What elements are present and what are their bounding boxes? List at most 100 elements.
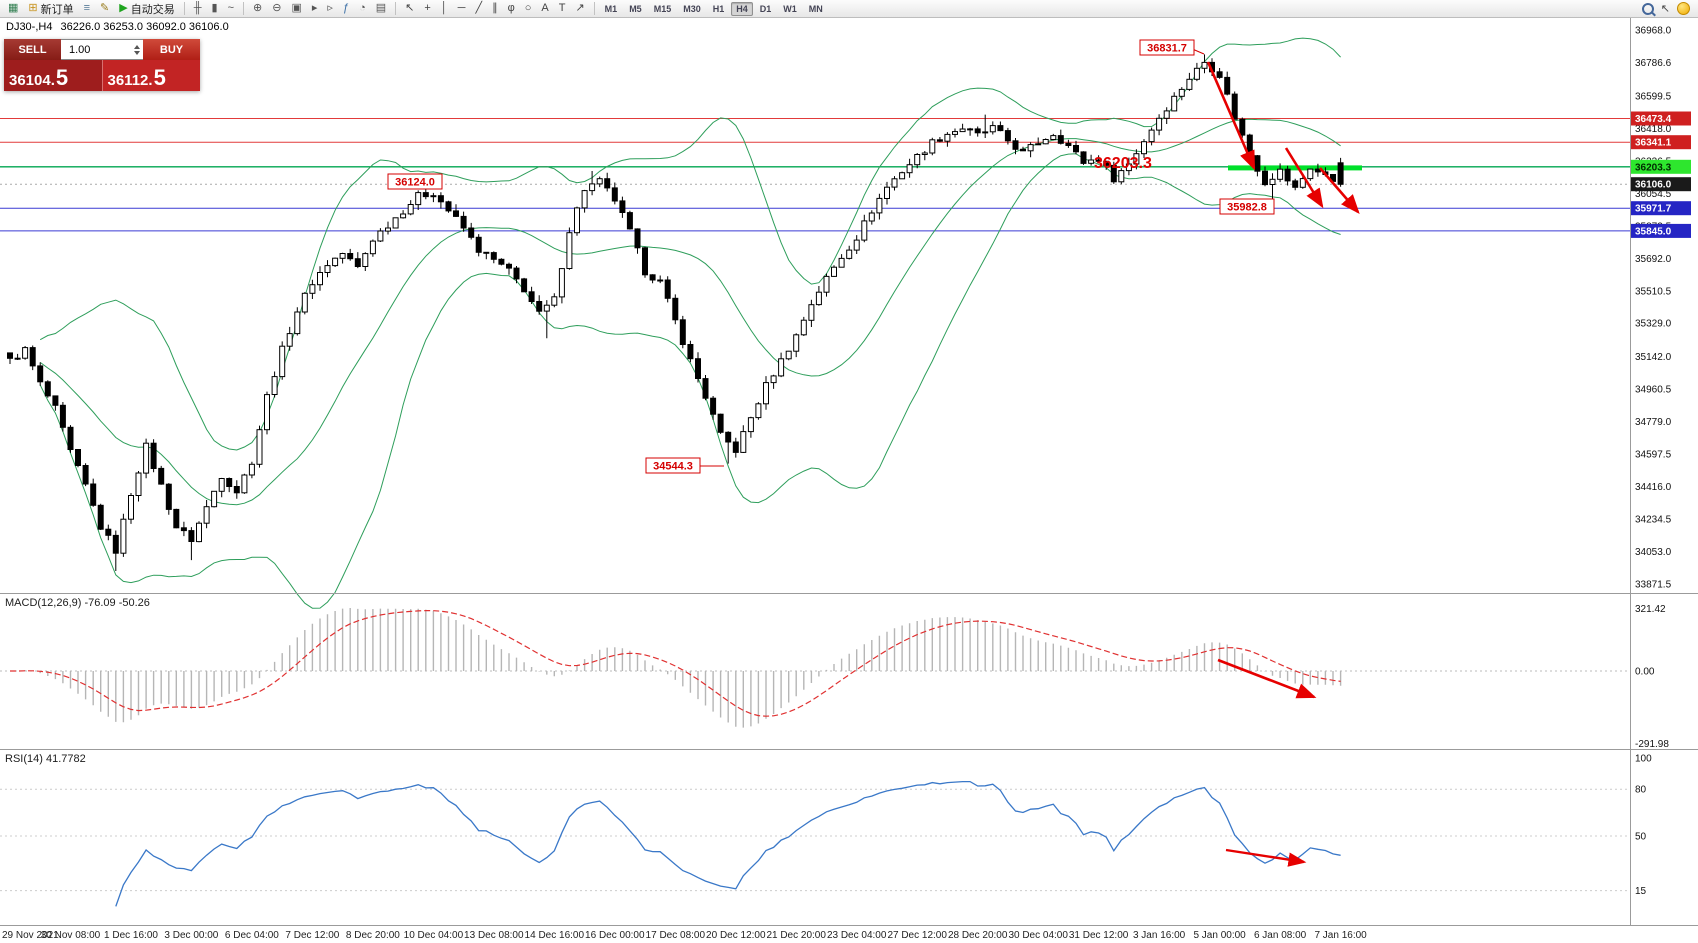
svg-text:20 Dec 12:00: 20 Dec 12:00 xyxy=(706,930,766,941)
svg-text:33871.5: 33871.5 xyxy=(1635,580,1672,591)
shapes-icon[interactable]: ○ xyxy=(521,0,536,17)
svg-text:36106.0: 36106.0 xyxy=(1635,180,1672,191)
one-click-trading-panel: SELL 1.00 BUY 36104. 5 36112. 5 xyxy=(4,39,200,91)
chart-window-icon[interactable]: ▦ xyxy=(4,0,22,17)
metaeditor-icon: ✎ xyxy=(100,2,110,14)
sell-price[interactable]: 36104. 5 xyxy=(4,60,102,91)
metaeditor-icon[interactable]: ✎ xyxy=(96,0,113,17)
auto-scroll-icon[interactable]: ▸ xyxy=(308,0,322,17)
trendline-icon[interactable]: ╱ xyxy=(471,0,486,17)
bar-chart-icon[interactable]: ╫ xyxy=(190,0,206,17)
svg-text:36599.5: 36599.5 xyxy=(1635,91,1672,102)
bar-chart-icon: ╫ xyxy=(193,2,202,14)
svg-text:15: 15 xyxy=(1635,886,1647,897)
timeframe-mn[interactable]: MN xyxy=(808,3,823,14)
svg-text:3 Jan 16:00: 3 Jan 16:00 xyxy=(1133,930,1186,941)
horizontal-line-icon[interactable]: ─ xyxy=(454,0,470,17)
channel-icon[interactable]: ∥ xyxy=(488,0,502,17)
timeframe-w1[interactable]: W1 xyxy=(783,3,797,14)
timeframe-m5[interactable]: M5 xyxy=(629,3,642,14)
chart-area[interactable]: 36831.7 36124.0 34544.3 35982.8 36203.3 36968… xyxy=(0,18,1698,943)
market-depth-icon[interactable]: ≡ xyxy=(80,0,94,17)
notification-icon[interactable] xyxy=(1677,2,1690,15)
search-icon[interactable] xyxy=(1641,2,1654,15)
zoom-out-icon[interactable]: ⊖ xyxy=(268,0,285,17)
svg-text:100: 100 xyxy=(1635,754,1652,765)
toolbar-separator xyxy=(395,2,397,15)
text-icon[interactable]: A xyxy=(537,0,552,17)
svg-text:23 Dec 04:00: 23 Dec 04:00 xyxy=(827,930,887,941)
sell-button[interactable]: SELL xyxy=(4,39,61,60)
candlestick-chart-icon[interactable]: ▮ xyxy=(208,0,222,17)
timeframe-h4[interactable]: H4 xyxy=(731,1,753,16)
svg-text:36473.4: 36473.4 xyxy=(1635,114,1672,125)
volume-value: 1.00 xyxy=(69,43,91,56)
chart-container[interactable]: 36831.7 36124.0 34544.3 35982.8 36203.3 36968… xyxy=(0,18,1698,943)
svg-text:36831.7: 36831.7 xyxy=(1147,43,1187,55)
svg-text:5 Jan 00:00: 5 Jan 00:00 xyxy=(1193,930,1246,941)
templates-icon: ▤ xyxy=(375,2,387,14)
text-icon: A xyxy=(541,2,549,14)
templates-icon[interactable]: ▤ xyxy=(372,0,390,17)
vertical-line-icon[interactable]: │ xyxy=(437,0,452,17)
svg-text:34597.5: 34597.5 xyxy=(1635,450,1672,461)
macd-histogram xyxy=(24,608,1342,728)
svg-text:34053.0: 34053.0 xyxy=(1635,547,1672,558)
indicators-icon[interactable]: ƒ xyxy=(339,0,353,17)
toolbar-separator xyxy=(243,2,245,15)
label-icon[interactable]: T xyxy=(555,0,570,17)
svg-text:35971.7: 35971.7 xyxy=(1635,204,1672,215)
timeframe-h1[interactable]: H1 xyxy=(712,3,725,14)
svg-text:50: 50 xyxy=(1635,832,1647,843)
svg-text:29 Nov 2021: 29 Nov 2021 xyxy=(2,930,59,941)
buy-button[interactable]: BUY xyxy=(143,39,200,60)
svg-text:36418.0: 36418.0 xyxy=(1635,124,1672,135)
svg-text:35142.0: 35142.0 xyxy=(1635,352,1672,363)
cursor-icon[interactable]: ↖ xyxy=(401,0,418,17)
svg-text:16 Dec 00:00: 16 Dec 00:00 xyxy=(585,930,645,941)
rsi-line xyxy=(115,780,1341,907)
crosshair-icon[interactable]: + xyxy=(420,0,434,17)
timeframe-m15[interactable]: M15 xyxy=(653,3,672,14)
line-chart-icon[interactable]: ~ xyxy=(224,0,238,17)
autotrade-icon: ▶ xyxy=(119,2,128,14)
svg-text:3 Dec 00:00: 3 Dec 00:00 xyxy=(164,930,218,941)
market-depth-icon: ≡ xyxy=(83,2,91,14)
periods-icon[interactable]: ◔ xyxy=(355,0,370,17)
trendline-icon: ╱ xyxy=(475,2,483,14)
price-annotation: 36203.3 xyxy=(1094,155,1152,172)
buy-price[interactable]: 36112. 5 xyxy=(101,60,200,91)
svg-text:27 Dec 12:00: 27 Dec 12:00 xyxy=(887,930,947,941)
autotrade-button[interactable]: ▶ 自动交易 xyxy=(115,0,178,17)
timeframe-m1[interactable]: M1 xyxy=(604,3,618,14)
chart-shift-icon[interactable]: ▹ xyxy=(323,0,337,17)
pointer-icon[interactable]: ↖ xyxy=(1660,3,1670,15)
volume-increase-icon[interactable] xyxy=(134,44,140,49)
line-chart-icon: ~ xyxy=(227,2,235,14)
svg-text:35845.0: 35845.0 xyxy=(1635,226,1672,237)
chart-window-icon: ▦ xyxy=(8,2,19,14)
fibonacci-icon[interactable]: φ xyxy=(504,0,519,17)
arrows-icon: ↗ xyxy=(575,2,585,14)
arrows-icon[interactable]: ↗ xyxy=(571,0,588,17)
tile-windows-icon: ▣ xyxy=(291,2,302,14)
volume-decrease-icon[interactable] xyxy=(134,50,140,55)
svg-text:80: 80 xyxy=(1635,785,1647,796)
new-order-icon: ⊞ xyxy=(28,2,38,14)
volume-field[interactable]: 1.00 xyxy=(61,39,143,60)
sell-price-fraction: 5 xyxy=(55,65,69,91)
svg-text:1 Dec 16:00: 1 Dec 16:00 xyxy=(104,930,158,941)
toolbar: ▦ ⊞ 新订单 ≡ ✎ ▶ 自动交易 ╫ ▮ ~ ⊕ ⊖ ▣ ▸ ▹ ƒ ◔ ▤ ↖ + │ ─ ╱ ∥ φ ○ A T ↗ M1 M5 M1… xyxy=(0,0,1698,18)
svg-text:36786.6: 36786.6 xyxy=(1635,58,1672,69)
timeframe-m30[interactable]: M30 xyxy=(683,3,701,14)
new-order-button[interactable]: ⊞ 新订单 xyxy=(24,0,77,17)
svg-text:35982.8: 35982.8 xyxy=(1227,202,1267,214)
horizontal-line-icon: ─ xyxy=(457,2,466,14)
svg-text:17 Dec 08:00: 17 Dec 08:00 xyxy=(646,930,706,941)
svg-text:-291.98: -291.98 xyxy=(1635,739,1669,750)
tile-windows-icon[interactable]: ▣ xyxy=(287,0,305,17)
timeframe-d1[interactable]: D1 xyxy=(759,3,772,14)
channel-icon: ∥ xyxy=(492,2,498,14)
zoom-in-icon[interactable]: ⊕ xyxy=(249,0,266,17)
